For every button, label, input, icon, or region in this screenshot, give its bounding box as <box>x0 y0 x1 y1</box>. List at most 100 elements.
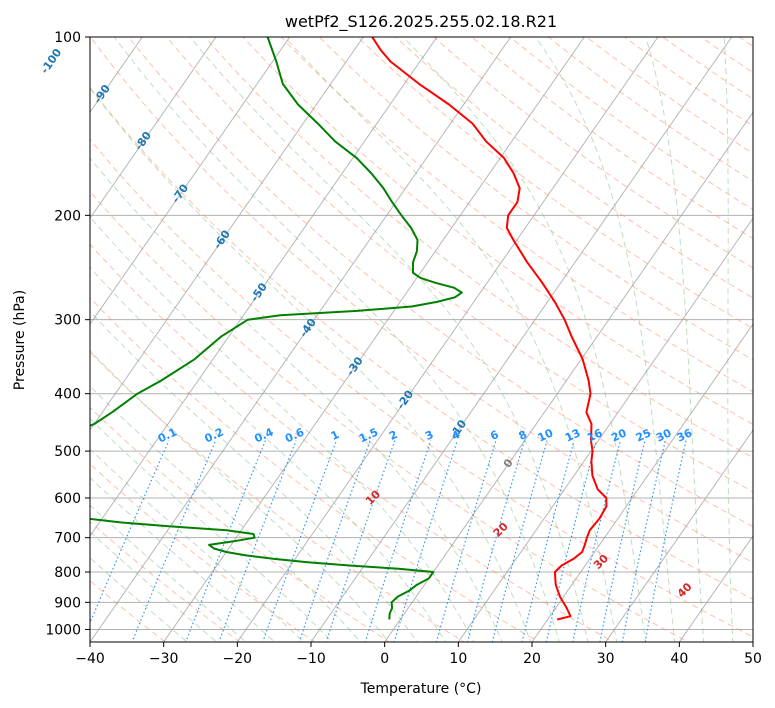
moist-adiabat <box>90 477 276 642</box>
moist-adiabat <box>90 448 305 642</box>
chart-title: wetPf2_S126.2025.255.02.18.R21 <box>285 12 557 32</box>
x-tick-label: −20 <box>223 651 253 667</box>
moist-adiabat <box>90 266 447 642</box>
moist-adiabat <box>90 157 503 642</box>
y-tick-label: 800 <box>54 565 81 581</box>
y-tick-label: 1000 <box>45 622 81 638</box>
y-tick-label: 600 <box>54 491 81 507</box>
mixing-ratio-line <box>218 440 297 642</box>
dry-adiabat <box>90 243 615 642</box>
moist-adiabat <box>189 37 589 642</box>
isotherm <box>531 323 753 642</box>
dry-adiabat <box>166 37 753 493</box>
isotherm <box>90 37 364 431</box>
moist-adiabat <box>723 37 734 642</box>
y-tick-label: 500 <box>54 444 81 460</box>
thermo-lines <box>90 37 753 642</box>
y-tick-label: 200 <box>54 208 81 224</box>
x-axis-title: Temperature (°C) <box>360 681 482 697</box>
mixing-ratio-line <box>262 440 338 642</box>
mixing-ratio-line <box>325 440 396 642</box>
moist-adiabat <box>645 37 705 642</box>
pressure-gridlines <box>90 36 753 630</box>
moist-adiabat <box>90 216 475 642</box>
mixing-ratio-line <box>572 440 621 642</box>
moist-adiabat <box>535 37 676 642</box>
dry-adiabat <box>90 351 466 642</box>
x-tick-label: 10 <box>449 651 467 667</box>
dry-adiabat <box>90 406 391 642</box>
mixing-ratio-label: 20 <box>609 426 629 444</box>
x-tick-label: 20 <box>523 651 541 667</box>
y-axis-title: Pressure (hPa) <box>12 290 28 390</box>
x-tick-label: 50 <box>744 651 762 667</box>
moist-adiabat <box>90 350 390 642</box>
isotherm <box>90 37 512 642</box>
dry-adiabat <box>204 37 753 459</box>
isotherm <box>236 37 659 642</box>
mixing-ratio-line <box>621 440 666 642</box>
mixing-ratio-label: 16 <box>585 426 605 444</box>
mixing-ratio-label: 25 <box>634 426 653 444</box>
mixing-ratio-line <box>521 440 575 642</box>
y-tick-label: 100 <box>54 30 81 46</box>
x-tick-label: −40 <box>75 651 105 667</box>
moist-adiabat <box>284 37 618 642</box>
x-axis: −40 −30 −20 −10 0 10 20 30 40 50 <box>75 642 762 667</box>
moist-adiabat <box>90 87 532 642</box>
moist-adiabat <box>90 310 418 642</box>
y-tick-label: 400 <box>54 387 81 403</box>
mixing-ratio-line <box>393 440 458 642</box>
y-tick-label: 700 <box>54 531 81 547</box>
sounding-series <box>90 37 608 621</box>
dry-adiabat <box>90 520 241 642</box>
mixing-ratio-label: 36 <box>675 426 695 444</box>
mixing-ratio-line <box>644 440 687 642</box>
moist-adiabat <box>113 37 560 642</box>
moist-adiabat <box>90 385 362 642</box>
isotherm <box>163 37 585 642</box>
mixing-ratio-label: 10 <box>536 426 556 444</box>
isotherm <box>605 429 753 642</box>
plot-frame <box>89 36 754 643</box>
mixing-ratio-label: 30 <box>654 426 674 444</box>
isotherm <box>384 111 753 642</box>
isotherm <box>457 217 753 642</box>
isotherm <box>90 37 438 537</box>
x-tick-label: 30 <box>597 651 615 667</box>
isotherm <box>678 535 753 642</box>
dry-adiabat <box>90 86 753 600</box>
mixing-ratio-line <box>90 440 170 625</box>
isotherm <box>90 37 291 326</box>
mixing-ratio-line <box>298 440 371 642</box>
x-tick-label: −30 <box>149 651 179 667</box>
isotherm <box>310 37 733 642</box>
dry-adiabat <box>242 37 753 425</box>
moist-adiabat <box>90 531 218 642</box>
dry-adiabat <box>280 37 753 393</box>
moist-adiabat <box>402 37 647 642</box>
mixing-ratio-line <box>599 440 646 642</box>
moist-adiabat <box>90 504 247 642</box>
moist-adiabat <box>90 417 333 642</box>
y-tick-label: 300 <box>54 313 81 329</box>
dry-adiabat <box>90 37 753 564</box>
mixing-ratio-label: 13 <box>563 426 582 444</box>
dry-adiabat <box>127 37 753 528</box>
mixing-ratio-line <box>364 440 432 642</box>
dewpoint-profile <box>90 37 463 620</box>
x-tick-label: −10 <box>296 651 326 667</box>
moist-adiabat <box>90 557 189 642</box>
temperature-profile <box>371 37 608 621</box>
isotherm <box>90 37 217 220</box>
dry-adiabat <box>90 297 540 642</box>
dry-adiabat <box>90 190 690 642</box>
y-axis: 100 200 300 400 500 600 700 800 900 1000 <box>45 30 90 638</box>
x-tick-label: 40 <box>670 651 688 667</box>
dry-adiabat <box>318 37 753 361</box>
y-tick-label: 900 <box>54 595 81 611</box>
x-tick-label: 0 <box>380 651 389 667</box>
